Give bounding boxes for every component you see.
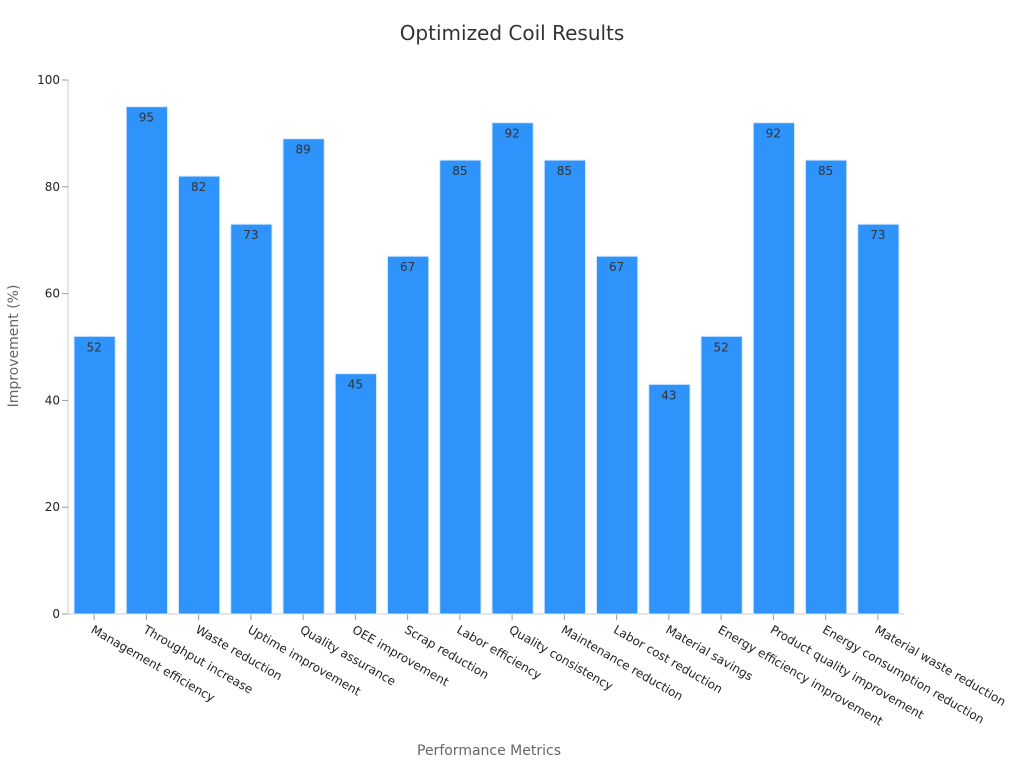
bar [387, 255, 430, 615]
y-axis-title: Improvement (%) [6, 285, 22, 408]
bar-value-label: 67 [400, 260, 415, 274]
y-tick-label: 80 [45, 180, 60, 194]
y-tick-label: 40 [45, 393, 60, 407]
chart-title: Optimized Coil Results [400, 21, 625, 45]
bar-value-label: 89 [295, 143, 310, 157]
bar [178, 175, 221, 615]
bar [491, 122, 534, 615]
y-tick-label: 0 [52, 607, 60, 621]
bar [805, 159, 848, 615]
bar-value-label: 52 [713, 340, 728, 354]
y-tick-label: 60 [45, 287, 60, 301]
bar-value-label: 85 [557, 164, 572, 178]
bar-value-label: 52 [86, 340, 101, 354]
y-tick-label: 100 [37, 73, 60, 87]
bar-value-label: 92 [766, 127, 781, 141]
bars-group [73, 106, 900, 615]
bar [73, 335, 116, 615]
bar-value-label: 73 [870, 228, 885, 242]
bar [439, 159, 482, 615]
bar-value-label: 73 [243, 228, 258, 242]
bar [334, 373, 377, 615]
bar [752, 122, 795, 615]
bar [282, 138, 325, 615]
bar-value-label: 85 [452, 164, 467, 178]
bar [125, 106, 168, 615]
bar [648, 383, 691, 615]
bar-value-label: 95 [139, 111, 154, 125]
bar [700, 335, 743, 615]
bar [857, 223, 900, 615]
bar-value-label: 85 [818, 164, 833, 178]
x-axis [68, 613, 904, 620]
y-tick-label: 20 [45, 500, 60, 514]
bar-value-label: 67 [609, 260, 624, 274]
y-axis: 0 20 40 60 80 100 [37, 73, 69, 621]
data-labels-group: 52 95 82 73 89 45 67 85 92 85 67 43 52 92 85 73 [86, 111, 885, 403]
bar-value-label: 45 [348, 378, 363, 392]
x-tick-label: OEE improvement [350, 622, 452, 689]
x-axis-title: Performance Metrics [417, 743, 561, 759]
bar-value-label: 92 [504, 127, 519, 141]
bar-value-label: 82 [191, 180, 206, 194]
bar [230, 223, 273, 615]
bar [596, 255, 639, 615]
bar-value-label: 43 [661, 388, 676, 402]
bar [543, 159, 586, 615]
